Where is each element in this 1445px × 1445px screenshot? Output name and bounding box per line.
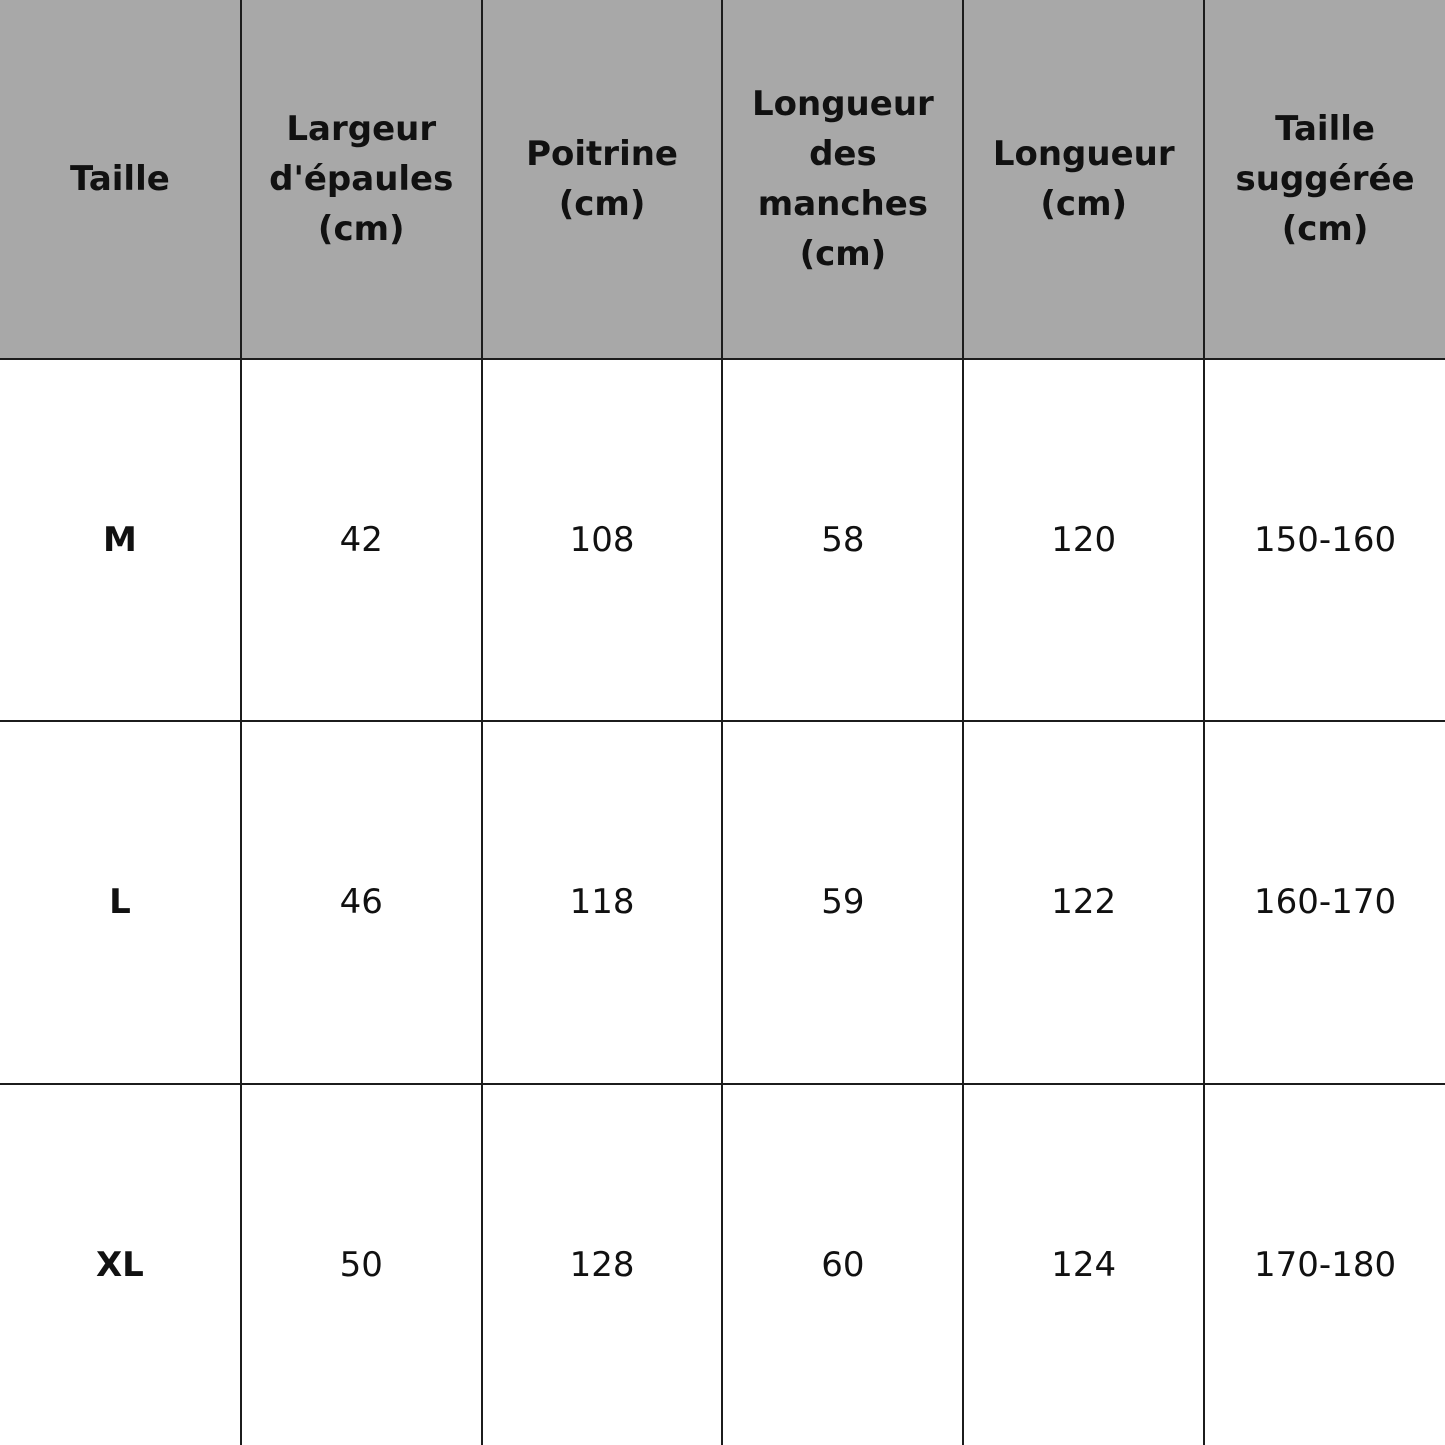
- cell-suggested-height: 160-170: [1203, 720, 1445, 1085]
- table-row: M 42 108 58 120 150-160: [0, 357, 1445, 723]
- cell-shoulder: 50: [239, 1082, 483, 1445]
- header-row: Taille Largeur d'épaules (cm) Poitrine (…: [0, 0, 1445, 360]
- cell-sleeve: 59: [721, 720, 965, 1085]
- cell-shoulder: 46: [239, 720, 483, 1085]
- cell-size: M: [0, 357, 242, 723]
- cell-chest: 118: [480, 720, 724, 1085]
- header-poitrine: Poitrine (cm): [480, 0, 724, 360]
- cell-length: 124: [962, 1082, 1206, 1445]
- header-taille-suggeree: Taille suggérée (cm): [1203, 0, 1445, 360]
- header-taille: Taille: [0, 0, 242, 360]
- header-longueur: Longueur (cm): [962, 0, 1206, 360]
- table-row: L 46 118 59 122 160-170: [0, 720, 1445, 1085]
- cell-length: 120: [962, 357, 1206, 723]
- cell-chest: 108: [480, 357, 724, 723]
- cell-suggested-height: 150-160: [1203, 357, 1445, 723]
- header-largeur-epaules: Largeur d'épaules (cm): [239, 0, 483, 360]
- header-longueur-manches: Longueur des manches (cm): [721, 0, 965, 360]
- cell-sleeve: 60: [721, 1082, 965, 1445]
- cell-shoulder: 42: [239, 357, 483, 723]
- cell-chest: 128: [480, 1082, 724, 1445]
- cell-size: L: [0, 720, 242, 1085]
- cell-sleeve: 58: [721, 357, 965, 723]
- cell-suggested-height: 170-180: [1203, 1082, 1445, 1445]
- table-row: XL 50 128 60 124 170-180: [0, 1082, 1445, 1445]
- cell-size: XL: [0, 1082, 242, 1445]
- cell-length: 122: [962, 720, 1206, 1085]
